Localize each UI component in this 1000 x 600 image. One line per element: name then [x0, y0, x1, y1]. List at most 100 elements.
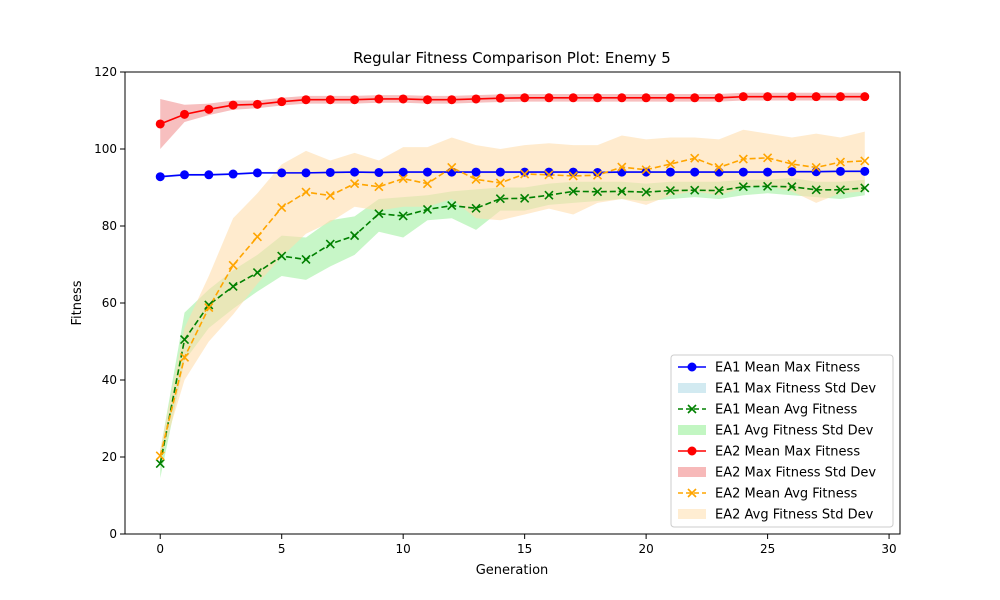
y-tick-label: 100 [94, 142, 117, 156]
x-tick-label: 30 [881, 542, 896, 556]
ea2-mean-max-fitness-point [544, 93, 554, 103]
legend-item-ea2-max-fitness-std-dev: EA2 Max Fitness Std Dev [678, 466, 876, 481]
ea1-mean-avg-fitness-point [787, 182, 797, 192]
ea1-mean-max-fitness-point [811, 167, 821, 177]
ea2-mean-avg-fitness-point [568, 171, 578, 181]
y-tick-label: 60 [102, 296, 117, 310]
ea2-mean-max-fitness-point [155, 119, 165, 129]
y-axis-ticks: 0 20 40 60 80 100 120 [94, 65, 125, 541]
ea1-mean-avg-fitness-point [495, 194, 505, 204]
ea1-mean-avg-fitness-point [301, 254, 311, 265]
legend-label: EA1 Mean Max Fitness [715, 361, 860, 376]
ea1-mean-max-fitness-point [520, 167, 530, 177]
ea2-mean-avg-fitness-point [763, 153, 773, 163]
ea1-mean-max-fitness-point [738, 167, 748, 177]
ea1-mean-max-fitness-point [301, 168, 311, 178]
ea2-mean-max-fitness-point [447, 95, 457, 105]
y-tick-label: 40 [102, 373, 117, 387]
ea1-mean-max-fitness-point [787, 167, 797, 177]
ea1-mean-avg-fitness-point [811, 185, 821, 195]
ea1-mean-max-fitness-point [665, 167, 675, 177]
ea2-mean-avg-fitness-point [204, 303, 214, 313]
ea1-mean-avg-fitness-point [835, 185, 846, 195]
legend-item-ea1-mean-avg-fitness: EA1 Mean Avg Fitness [678, 403, 858, 418]
ea2-mean-avg-fitness-point [179, 352, 190, 362]
legend-item-ea2-avg-fitness-std-dev: EA2 Avg Fitness Std Dev [678, 508, 874, 523]
ea2-mean-avg-fitness-point [155, 451, 165, 461]
ea2-mean-max-fitness-point [277, 97, 287, 107]
legend-swatch [678, 425, 706, 435]
ea2-mean-avg-fitness-point [738, 154, 748, 164]
ea2-mean-avg-fitness-point [641, 165, 651, 175]
ea1-mean-avg-fitness-point [714, 186, 724, 196]
ea1-mean-avg-fitness-point [471, 203, 481, 213]
ea2-mean-avg-fitness-point [592, 170, 603, 180]
ea2-mean-avg-fitness-point [520, 169, 530, 179]
legend-swatch [678, 509, 706, 519]
ea1-mean-max-fitness-point [593, 167, 603, 177]
ea2-mean-max-fitness-point [301, 95, 311, 105]
legend-marker [687, 362, 697, 372]
legend-item-ea1-avg-fitness-std-dev: EA1 Avg Fitness Std Dev [678, 424, 874, 439]
x-axis-label: Generation [476, 563, 549, 578]
ea2-mean-avg-fitness-point [252, 232, 262, 242]
ea2-mean-max-fitness-point [374, 94, 384, 104]
legend-label: EA1 Max Fitness Std Dev [715, 382, 876, 397]
ea2-mean-avg-fitness-point [228, 260, 238, 270]
ea2-mean-max-fitness-point [422, 95, 432, 105]
ea2-mean-max-fitness-point [811, 92, 821, 102]
ea1-mean-avg-fitness-point [350, 231, 360, 241]
ea1-mean-avg-fitness-point [738, 182, 748, 192]
x-axis-ticks: 0 5 10 15 20 25 30 [156, 534, 897, 556]
ea1-mean-max-fitness-point [155, 172, 165, 182]
ea1-mean-avg-fitness-point [277, 251, 287, 261]
ea2-mean-avg-fitness-point [325, 191, 335, 201]
legend-label: EA2 Mean Max Fitness [715, 445, 860, 460]
ea2-mean-avg-fitness-point [350, 179, 360, 189]
ea1-mean-max-fitness-point [495, 167, 505, 177]
ea2-mean-max-fitness-point [495, 93, 505, 103]
legend-label: EA1 Mean Avg Fitness [715, 403, 858, 418]
ea1-mean-avg-fitness-point [252, 268, 262, 278]
ea2-mean-max-fitness-point [471, 94, 481, 104]
ea2-mean-avg-fitness-point [665, 159, 675, 169]
ea2-avg-fitness-std-dev-band [160, 129, 865, 461]
ea1-mean-avg-fitness-point [204, 300, 214, 310]
ea1-mean-avg-fitness-point [422, 204, 433, 215]
ea2-mean-max-fitness-point [835, 92, 845, 102]
legend-item-ea1-mean-max-fitness: EA1 Mean Max Fitness [678, 361, 860, 376]
chart-title: Regular Fitness Comparison Plot: Enemy 5 [353, 49, 671, 67]
ea1-mean-avg-fitness-point [763, 181, 773, 191]
ea1-mean-max-fitness-point [228, 169, 238, 179]
ea1-mean-max-fitness-point [350, 167, 360, 177]
ea1-mean-max-fitness-point [180, 170, 190, 180]
x-tick-label: 25 [760, 542, 775, 556]
legend-label: EA2 Mean Avg Fitness [715, 487, 858, 502]
y-tick-label: 20 [102, 450, 117, 464]
ea2-mean-avg-fitness-point [714, 162, 724, 173]
ea2-mean-max-fitness-point [398, 94, 408, 104]
ea2-mean-max-fitness-point [665, 93, 675, 103]
ea1-mean-max-fitness-point [641, 167, 651, 177]
ea2-mean-avg-fitness-point [301, 187, 311, 197]
ea2-mean-max-fitness-point [350, 95, 360, 105]
ea1-mean-max-fitness-point [544, 167, 554, 177]
legend-marker [687, 404, 697, 414]
legend-swatch [678, 467, 706, 477]
x-tick-label: 10 [396, 542, 411, 556]
ea1-mean-max-fitness-point [398, 167, 408, 177]
legend-marker [687, 446, 697, 456]
ea2-mean-max-fitness-point [690, 93, 700, 103]
ea2-mean-max-fitness-point [738, 92, 748, 102]
ea2-mean-avg-fitness-line [159, 157, 865, 457]
ea2-mean-max-fitness-point [568, 93, 578, 103]
ea1-mean-max-fitness-point [325, 167, 335, 177]
ea2-mean-avg-fitness-point [495, 178, 505, 188]
ea1-mean-avg-fitness-point [520, 193, 530, 203]
ea1-mean-max-fitness-point [835, 166, 845, 176]
ea1-mean-avg-fitness-point [447, 201, 457, 211]
ea2-mean-max-fitness-point [787, 92, 797, 102]
ea1-mean-avg-fitness-point [228, 281, 238, 292]
legend-marker [687, 488, 697, 498]
